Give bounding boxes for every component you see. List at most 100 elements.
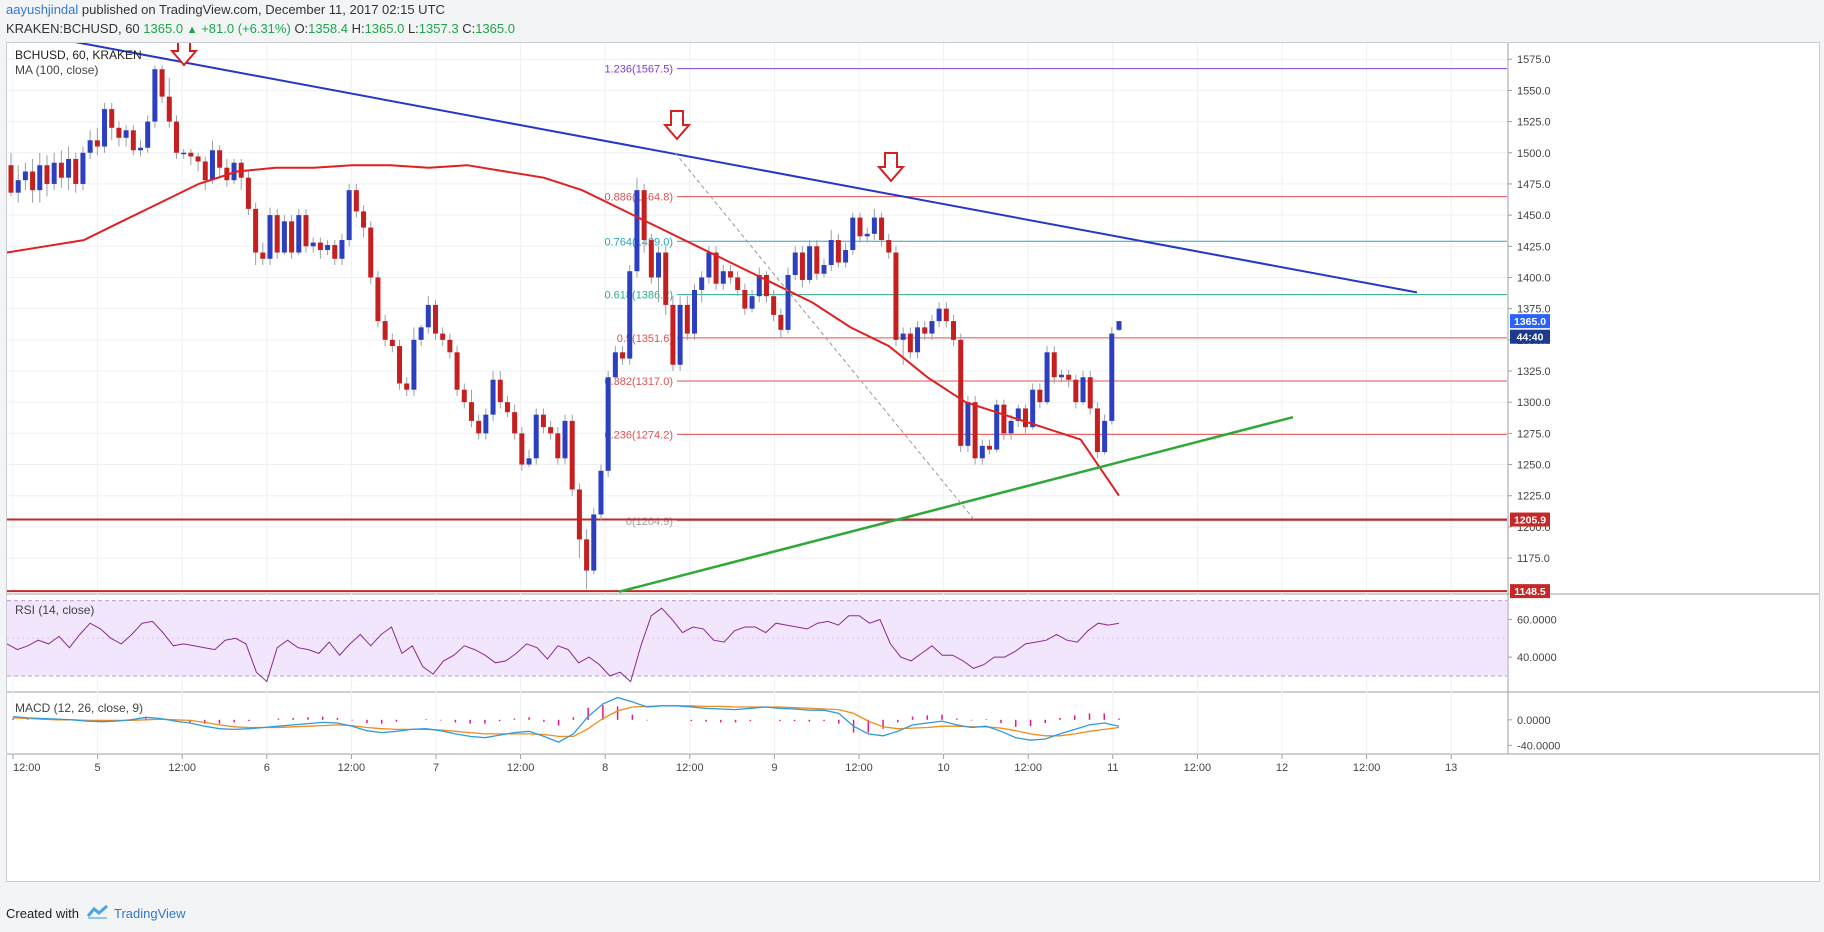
candle-body xyxy=(332,245,338,259)
candle xyxy=(620,346,626,365)
candle xyxy=(361,205,367,238)
candle-body xyxy=(778,314,784,330)
candle xyxy=(173,115,179,159)
candle xyxy=(756,267,762,303)
fib-level-label: 0.236(1274.2) xyxy=(605,429,674,441)
candle xyxy=(116,121,122,147)
candle-body xyxy=(519,433,525,465)
candle-body xyxy=(289,221,295,253)
candle xyxy=(792,246,798,280)
grid-layer xyxy=(7,43,1819,881)
candle xyxy=(763,271,769,303)
candle-body xyxy=(483,414,489,434)
price-tag: 1205.9 xyxy=(1510,512,1550,527)
fib-level-label: 0(1204.9) xyxy=(626,516,673,528)
candle-body xyxy=(245,177,251,209)
low-label: L: xyxy=(407,21,419,36)
chart-symbol-label: BCHUSD, 60, KRAKEN xyxy=(15,48,142,62)
candle xyxy=(843,242,849,268)
candle-body xyxy=(66,158,72,178)
price-tick-label: 1225.0 xyxy=(1517,491,1551,503)
candle-body xyxy=(51,162,57,184)
candle xyxy=(1102,414,1108,455)
candle-body xyxy=(807,246,813,280)
fib-level-label: 0.618(1386.2) xyxy=(605,290,674,302)
candle-body xyxy=(159,69,165,97)
candle xyxy=(375,271,381,328)
horizontal-levels xyxy=(7,518,1507,593)
candle-body xyxy=(706,252,712,278)
time-tick-label: 12:00 xyxy=(13,762,41,774)
candle xyxy=(310,237,316,253)
candle xyxy=(1008,414,1014,440)
candle-body xyxy=(951,321,957,340)
candle-body xyxy=(584,539,590,571)
fibonacci-levels: 1.236(1567.5)0.886(1464.8)0.764(1429.0)0… xyxy=(605,64,1507,528)
price-tick-label: 1275.0 xyxy=(1517,428,1551,440)
price-tag-label: 1205.9 xyxy=(1514,515,1546,527)
candle xyxy=(1116,321,1122,332)
candle-body xyxy=(397,346,403,384)
candle-body xyxy=(727,271,733,278)
candle xyxy=(123,125,129,147)
candle xyxy=(51,152,57,191)
candle xyxy=(15,165,21,203)
price-tick-label: 1475.0 xyxy=(1517,179,1551,191)
candle xyxy=(8,152,14,197)
candle-body xyxy=(188,152,194,157)
candle-body xyxy=(591,514,597,571)
candle-body xyxy=(742,289,748,309)
candle xyxy=(1001,399,1007,440)
candle-body xyxy=(799,252,805,280)
macd-signal-line xyxy=(12,705,1120,738)
candle xyxy=(979,439,985,465)
candle xyxy=(1094,402,1100,459)
candle xyxy=(634,177,640,278)
chart-canvas[interactable]: 1.236(1567.5)0.886(1464.8)0.764(1429.0)0… xyxy=(7,43,1819,881)
candle-body xyxy=(497,379,503,403)
candle-body xyxy=(735,277,741,290)
macd-line xyxy=(12,696,1120,743)
axes: 1175.01200.01225.01250.01275.01300.01325… xyxy=(12,54,1551,774)
candle-body xyxy=(828,240,834,265)
candle-body xyxy=(843,250,849,263)
candle-body xyxy=(677,304,683,365)
candle xyxy=(217,145,223,178)
candle xyxy=(727,264,733,284)
candle-body xyxy=(152,69,158,122)
candle xyxy=(807,240,813,284)
candle-body xyxy=(166,96,172,122)
candle-body xyxy=(562,420,568,459)
candle-body xyxy=(692,289,698,334)
candle-body xyxy=(720,271,726,284)
time-tick-label: 10 xyxy=(937,762,949,774)
candle xyxy=(87,130,93,159)
open-value: 1358.4 xyxy=(308,21,348,36)
author-link[interactable]: aayushjindal xyxy=(6,2,79,17)
candle xyxy=(94,127,100,156)
tradingview-link[interactable]: TradingView xyxy=(114,906,186,921)
candle-body xyxy=(253,208,259,253)
candle xyxy=(994,399,1000,453)
candle xyxy=(850,212,856,256)
candle xyxy=(871,208,877,241)
candle xyxy=(1066,369,1072,388)
candle-body xyxy=(1008,420,1014,434)
candle xyxy=(785,267,791,334)
candle xyxy=(145,115,151,153)
candle-body xyxy=(1066,374,1072,380)
candle-body xyxy=(979,445,985,459)
candle-body xyxy=(1073,379,1079,403)
chart-frame[interactable]: 1.236(1567.5)0.886(1464.8)0.764(1429.0)0… xyxy=(6,42,1820,882)
candle-body xyxy=(922,327,928,334)
price-tag: 44:40 xyxy=(1510,329,1550,344)
candle xyxy=(497,371,503,409)
footer: Created with TradingView xyxy=(0,892,1824,932)
candle xyxy=(58,150,64,188)
candle xyxy=(109,102,115,141)
candle-body xyxy=(116,127,122,138)
high-label: H: xyxy=(351,21,365,36)
candle xyxy=(519,427,525,471)
price-tag-bg xyxy=(1510,512,1550,527)
candle-body xyxy=(195,156,201,162)
